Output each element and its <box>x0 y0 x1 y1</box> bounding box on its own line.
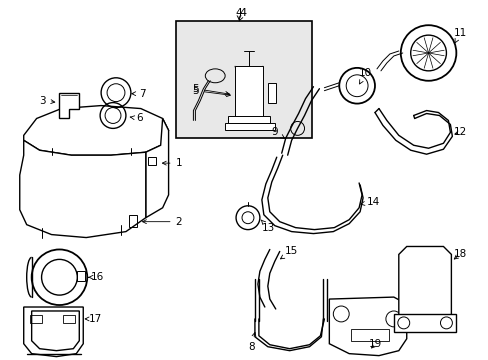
Bar <box>393 314 455 332</box>
Text: 17: 17 <box>85 314 102 324</box>
Bar <box>267 83 275 103</box>
Polygon shape <box>398 247 450 324</box>
Text: 7: 7 <box>132 89 145 99</box>
Text: 6: 6 <box>130 113 142 123</box>
Polygon shape <box>145 118 168 218</box>
Text: 5: 5 <box>192 84 229 95</box>
Text: 15: 15 <box>280 247 297 259</box>
Text: 11: 11 <box>452 28 466 44</box>
Text: 4: 4 <box>235 8 242 18</box>
Bar <box>350 329 388 341</box>
Text: 5: 5 <box>192 86 230 96</box>
Polygon shape <box>20 140 145 238</box>
Polygon shape <box>24 307 83 357</box>
Text: 19: 19 <box>368 339 382 349</box>
Text: 13: 13 <box>261 220 275 233</box>
Bar <box>77 271 85 281</box>
Bar <box>147 157 155 165</box>
Text: 12: 12 <box>452 127 466 138</box>
Bar <box>238 76 257 105</box>
Bar <box>63 315 75 323</box>
Polygon shape <box>24 105 168 155</box>
Text: 9: 9 <box>271 127 284 138</box>
Text: 18: 18 <box>452 249 466 260</box>
Polygon shape <box>60 93 79 118</box>
Polygon shape <box>328 297 406 356</box>
Text: 3: 3 <box>40 96 55 105</box>
Text: 14: 14 <box>360 197 380 207</box>
Bar <box>228 116 269 123</box>
Text: 2: 2 <box>142 217 182 227</box>
Text: 16: 16 <box>88 272 104 282</box>
Text: 1: 1 <box>162 158 182 168</box>
Bar <box>175 21 312 138</box>
Text: 10: 10 <box>358 68 371 84</box>
Bar <box>30 315 41 323</box>
Bar <box>235 66 263 121</box>
Polygon shape <box>224 123 274 130</box>
Text: 8: 8 <box>247 332 255 352</box>
Polygon shape <box>32 311 79 351</box>
Text: 4: 4 <box>239 8 245 21</box>
Bar <box>129 215 137 227</box>
